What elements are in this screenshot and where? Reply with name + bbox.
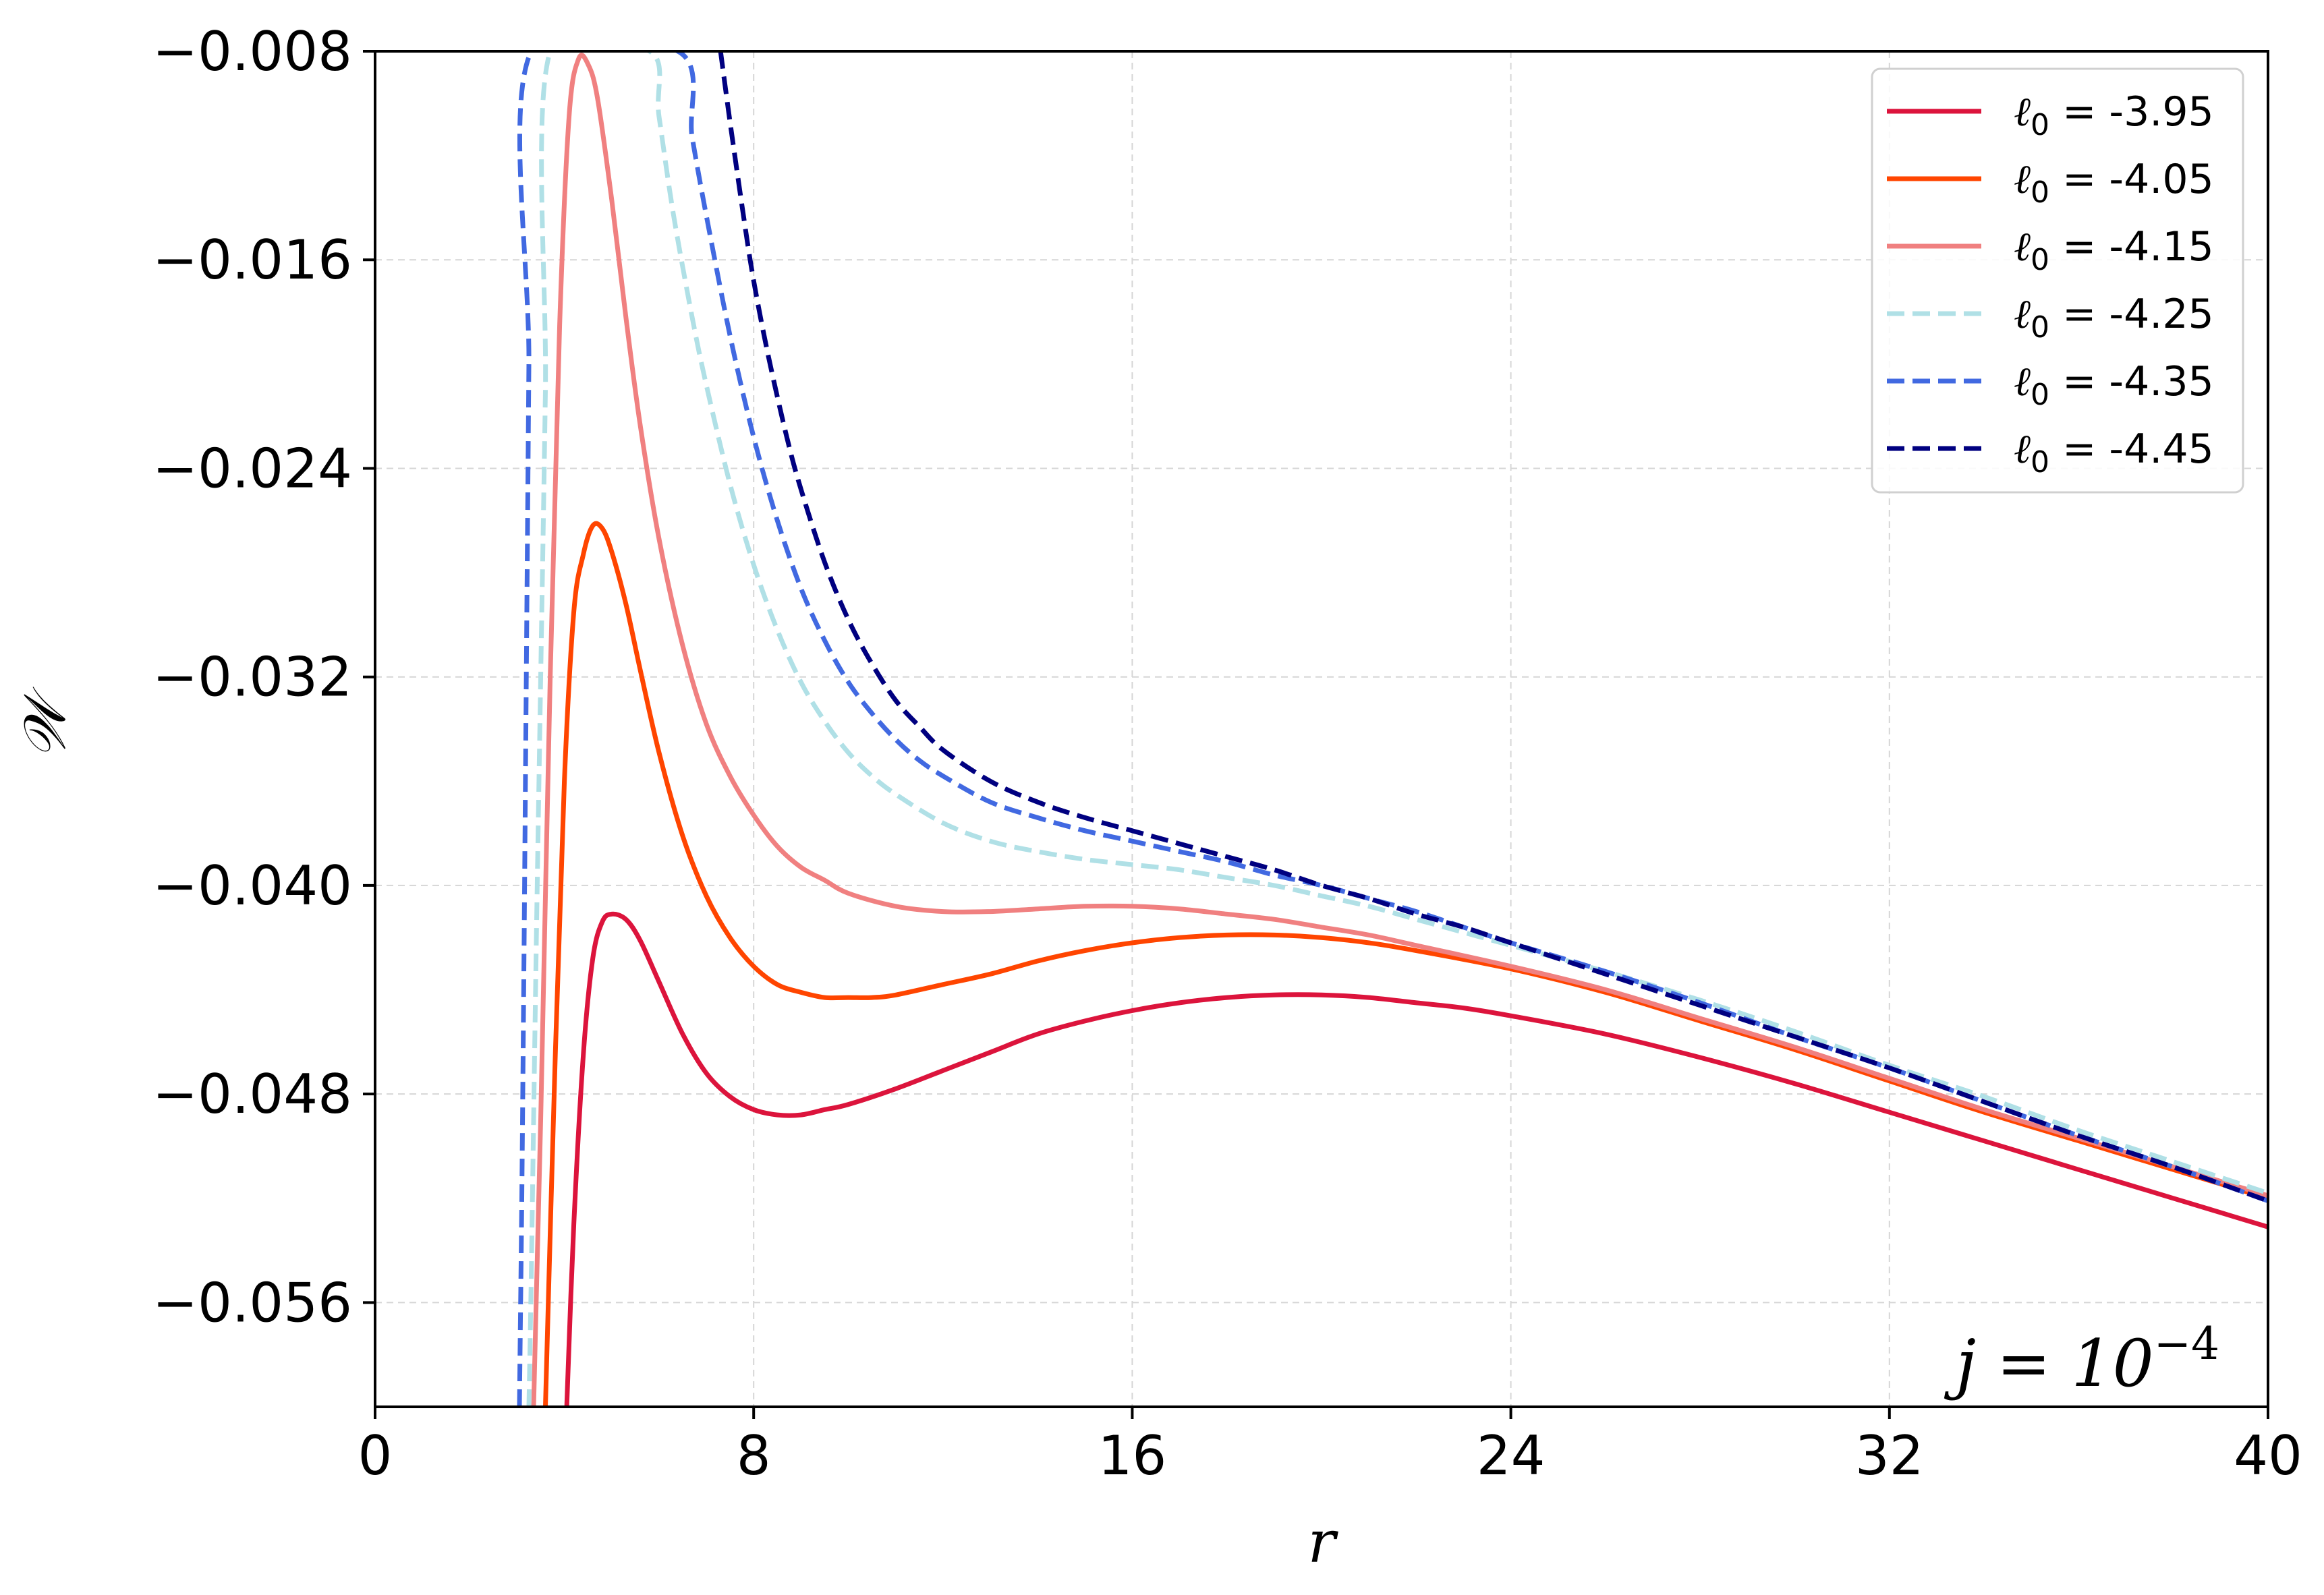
legend-label-symbol: ℓ [2014,426,2031,473]
legend-label-value: = -4.45 [2049,426,2214,473]
x-tick-label: 32 [1855,1424,1924,1487]
y-tick-label: −0.056 [152,1271,352,1334]
series-line-6 [718,51,2268,1203]
legend-label-symbol: ℓ [2014,88,2031,136]
legend-label-value: = -4.35 [2049,358,2214,405]
series-layer [517,51,2268,1407]
series-line-1 [564,911,2268,1407]
legend-label-value: = -4.05 [2049,156,2214,203]
ticks [363,50,2269,1419]
legend-label-subscript: 0 [2031,310,2049,345]
legend-label-symbol: ℓ [2014,223,2031,270]
tick-labels: 0 8 16 24 32 40 −0.008 −0.016 −0.024 −0.032 −0.040… [152,20,2302,1487]
y-tick-label: −0.048 [152,1063,352,1126]
x-axis-label: r [1307,1509,1338,1576]
x-tick-label: 0 [358,1424,393,1487]
y-tick-label: −0.016 [152,229,352,291]
legend-label-value: = -3.95 [2049,88,2214,136]
j-annotation-exponent: −4 [2154,1318,2219,1370]
legend-label-subscript: 0 [2031,243,2049,277]
legend-label-subscript: 0 [2031,108,2049,142]
x-tick-label: 40 [2234,1424,2302,1487]
legend-label-subscript: 0 [2031,445,2049,480]
legend-label-subscript: 0 [2031,175,2049,210]
legend-label-subscript: 0 [2031,378,2049,412]
y-tick-label: −0.040 [152,854,352,917]
x-tick-label: 16 [1098,1424,1167,1487]
series-line-4 [526,51,2268,1407]
legend-label-2: ℓ0 = -4.05 [2014,156,2214,210]
y-axis-label: 𝒲 [11,687,79,759]
series-line-3 [531,53,2268,1407]
y-tick-label: −0.024 [152,437,352,500]
legend-label-3: ℓ0 = -4.15 [2014,223,2214,277]
legend-label-value: = -4.15 [2049,223,2214,270]
legend-label-6: ℓ0 = -4.45 [2014,426,2214,480]
legend-label-symbol: ℓ [2014,291,2031,338]
x-tick-label: 8 [737,1424,771,1487]
legend-label-5: ℓ0 = -4.35 [2014,358,2214,412]
legend-box [1871,67,2244,494]
j-annotation: j = 10−4 [1944,1318,2219,1401]
x-tick-label: 24 [1477,1424,1546,1487]
legend-label-symbol: ℓ [2014,358,2031,405]
legend-label-1: ℓ0 = -3.95 [2014,88,2214,142]
y-tick-label: −0.032 [152,646,352,709]
j-annotation-base: j = 10 [1944,1326,2153,1401]
y-tick-label: −0.008 [152,20,352,83]
legend-label-symbol: ℓ [2014,156,2031,203]
legend-label-value: = -4.25 [2049,291,2214,338]
legend-label-4: ℓ0 = -4.25 [2014,291,2214,345]
series-line-2 [543,521,2268,1407]
plot-frame [374,50,2269,1408]
series-line-5 [517,51,2268,1407]
